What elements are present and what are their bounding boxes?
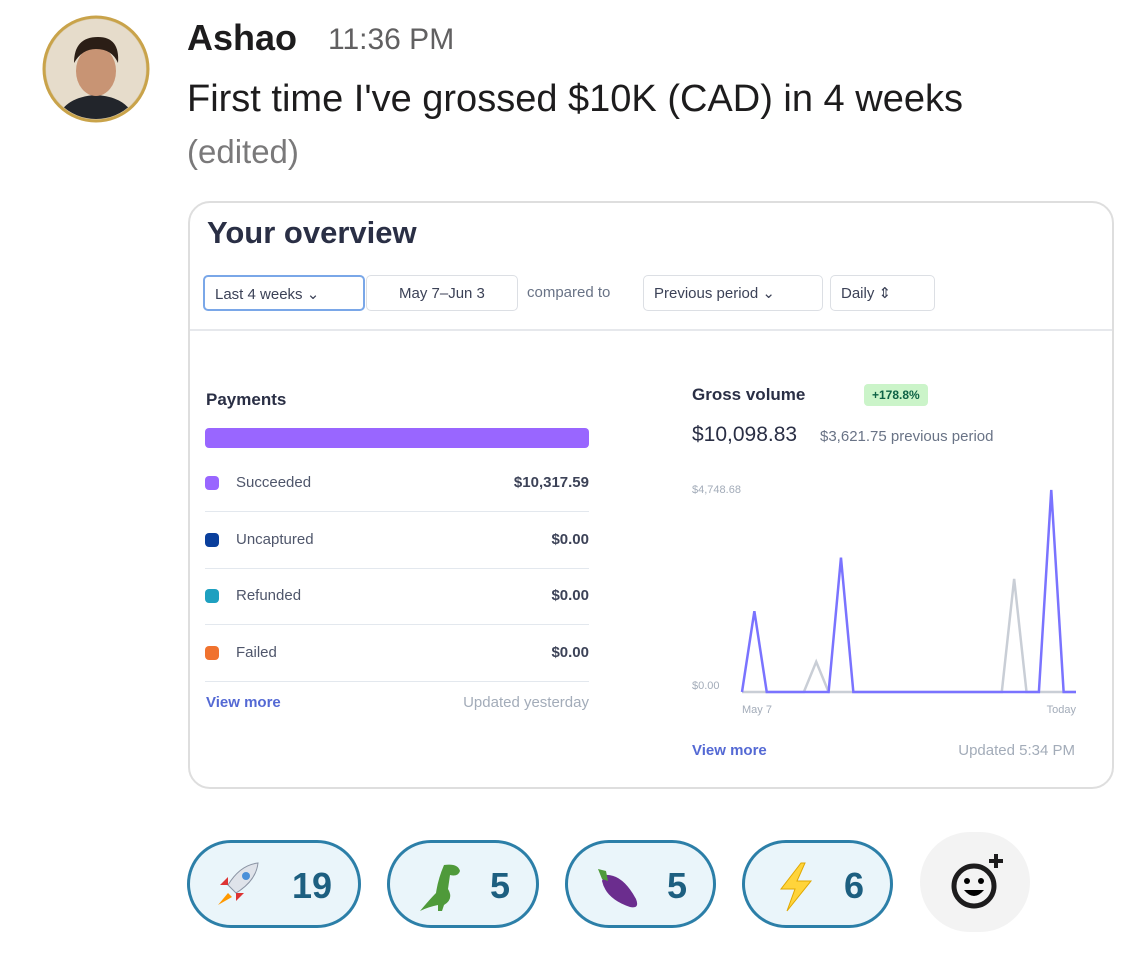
row-divider <box>205 511 589 512</box>
volume-line <box>742 578 1076 694</box>
interval-select[interactable]: Daily ⇕ <box>830 275 935 311</box>
x-tick-label: May 7 <box>742 704 772 716</box>
lightning-icon <box>779 862 813 912</box>
dinosaur-icon <box>420 864 460 911</box>
avatar[interactable] <box>42 15 150 123</box>
view-more-link[interactable]: View more <box>206 694 281 711</box>
message-text: First time I've grossed $10K (CAD) in 4 … <box>187 78 963 120</box>
compared-label: compared to <box>527 284 611 301</box>
status-amount: $10,317.59 <box>513 474 589 491</box>
range-label: Last 4 weeks <box>215 286 303 303</box>
row-divider <box>205 567 589 569</box>
status-amount: $0.00 <box>551 644 589 662</box>
status-dot <box>205 646 219 661</box>
reaction[interactable]: 5 <box>387 840 539 928</box>
attachment-card[interactable] <box>188 201 1114 789</box>
date-picker[interactable]: May 7–Jun 3 <box>366 275 518 311</box>
status-dot <box>205 476 219 490</box>
payments-bar <box>205 428 589 448</box>
edited-note: (edited) <box>187 133 299 170</box>
y-tick-label: $0.00 <box>692 680 720 692</box>
status-label: Refunded <box>236 587 302 605</box>
row-divider <box>205 624 589 626</box>
updated-note: Updated 5:34 PM <box>958 742 1075 759</box>
reaction[interactable]: 6 <box>742 840 893 928</box>
add-reaction-button[interactable] <box>920 832 1030 932</box>
status-dot <box>205 532 219 547</box>
dates-label: May 7–Jun 3 <box>399 285 485 302</box>
view-more-link[interactable]: View more <box>692 742 767 759</box>
reaction-count: 5 <box>666 865 687 906</box>
status-label: Succeeded <box>236 474 312 491</box>
status-label: Uncaptured <box>236 530 314 548</box>
reaction[interactable]: 5 <box>565 840 716 928</box>
interval-label: Daily <box>841 285 875 302</box>
add-reaction-icon <box>951 854 1003 909</box>
divider <box>190 329 1112 331</box>
timestamp[interactable]: 11:36 PM <box>328 23 455 56</box>
range-select[interactable]: Last 4 weeks ⌄ <box>203 275 365 311</box>
rocket-icon <box>218 862 259 905</box>
author[interactable]: Ashao <box>187 17 298 58</box>
payments-title: Payments <box>206 390 287 409</box>
status-amount: $0.00 <box>551 587 589 605</box>
status-dot <box>205 589 219 604</box>
card-title: Your overview <box>207 215 417 250</box>
status-label: Failed <box>236 644 277 662</box>
change-badge: +178.8% <box>864 384 928 406</box>
updated-note: Updated yesterday <box>463 694 589 711</box>
reaction-count: 19 <box>291 865 332 906</box>
reaction-count: 5 <box>489 865 510 906</box>
y-tick-label: $4,748.68 <box>692 484 741 496</box>
previous-total: $3,621.75 previous period <box>820 428 994 445</box>
comparison-select[interactable]: Previous period ⌄ <box>643 275 823 311</box>
gross-volume-chart: $0.00 $4,748.68 May 7 Today <box>692 484 1077 716</box>
status-amount: $0.00 <box>551 530 589 548</box>
reaction[interactable]: 19 <box>187 840 361 928</box>
gross-total: $10,098.83 <box>692 423 798 446</box>
x-tick-label: Today <box>1047 704 1077 716</box>
volume-line <box>740 489 1076 694</box>
gross-volume-title: Gross volume <box>692 385 806 404</box>
row-divider <box>205 681 589 683</box>
comparison-label: Previous period <box>654 285 759 302</box>
eggplant-icon <box>598 869 638 908</box>
reaction-count: 6 <box>843 865 864 906</box>
